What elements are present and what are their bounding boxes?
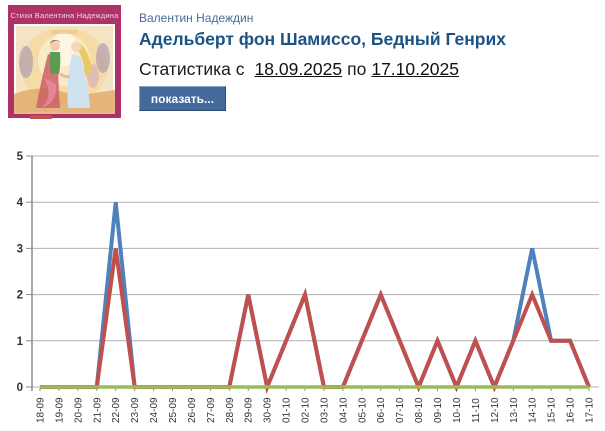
x-tick-label: 08-10 <box>414 397 425 423</box>
x-tick-label: 27-09 <box>206 397 217 423</box>
stats-prefix: Статистика с <box>139 59 245 79</box>
y-tick-label: 2 <box>17 290 23 302</box>
x-tick-label: 03-10 <box>319 397 330 423</box>
x-tick-label: 09-10 <box>433 397 444 423</box>
x-tick-label: 01-10 <box>282 397 293 423</box>
date-from-link[interactable]: 18.09.2025 <box>254 59 343 79</box>
statistics-chart: 0 1 2 3 4 5 18-09 19-09 20-09 21-09 22-09 23-09 24-0… <box>17 151 599 423</box>
x-tick-label: 10-10 <box>452 397 463 423</box>
y-tick-label: 0 <box>17 382 23 394</box>
x-tick-label: 05-10 <box>357 397 368 423</box>
y-tick-label: 3 <box>17 243 23 255</box>
x-tick-label: 26-09 <box>187 397 198 423</box>
x-tick-label: 13-10 <box>509 397 520 423</box>
series-red-line <box>40 248 591 394</box>
x-tick-label: 18-09 <box>36 397 47 423</box>
x-tick-label: 15-10 <box>547 397 558 423</box>
y-tick-label: 5 <box>17 151 24 163</box>
x-tick-label: 21-09 <box>92 397 103 423</box>
x-tick-label: 11-10 <box>471 398 482 423</box>
x-tick-label: 17-10 <box>584 397 595 423</box>
y-tick-label: 1 <box>17 336 24 348</box>
book-cover-art <box>14 24 115 114</box>
stats-line: Статистика с 18.09.2025 по 17.10.2025 <box>139 59 459 80</box>
x-tick-label: 19-09 <box>54 397 65 423</box>
x-tick-label: 29-09 <box>244 397 255 423</box>
book-cover-caption: Стихи Валентина Надеждина <box>10 11 119 20</box>
x-tick-label: 30-09 <box>263 397 274 423</box>
stats-middle: по <box>347 59 367 79</box>
x-tick-label: 07-10 <box>395 397 406 423</box>
x-tick-label: 16-10 <box>566 397 577 423</box>
y-tick-label: 4 <box>17 197 24 209</box>
date-to-link[interactable]: 17.10.2025 <box>371 59 459 79</box>
x-tick-label: 06-10 <box>376 397 387 423</box>
x-tick-label: 04-10 <box>338 397 349 423</box>
x-tick-label: 24-09 <box>149 397 160 423</box>
x-tick-label: 23-09 <box>130 397 141 423</box>
x-tick-label: 25-09 <box>168 397 179 423</box>
x-tick-label: 28-09 <box>225 397 236 423</box>
x-tick-label: 12-10 <box>490 397 501 423</box>
page-title: Адельберт фон Шамиссо, Бедный Генрих <box>139 29 506 49</box>
x-tick-label: 22-09 <box>111 397 122 423</box>
x-tick-label: 20-09 <box>73 397 84 423</box>
book-cover[interactable]: Стихи Валентина Надеждина <box>8 5 121 118</box>
cover-bottom-strip <box>30 115 52 119</box>
show-button[interactable]: показать... <box>139 86 226 111</box>
x-tick-label: 02-10 <box>301 397 312 423</box>
x-tick-label: 14-10 <box>528 397 539 423</box>
author-link[interactable]: Валентин Надеждин <box>139 11 254 25</box>
